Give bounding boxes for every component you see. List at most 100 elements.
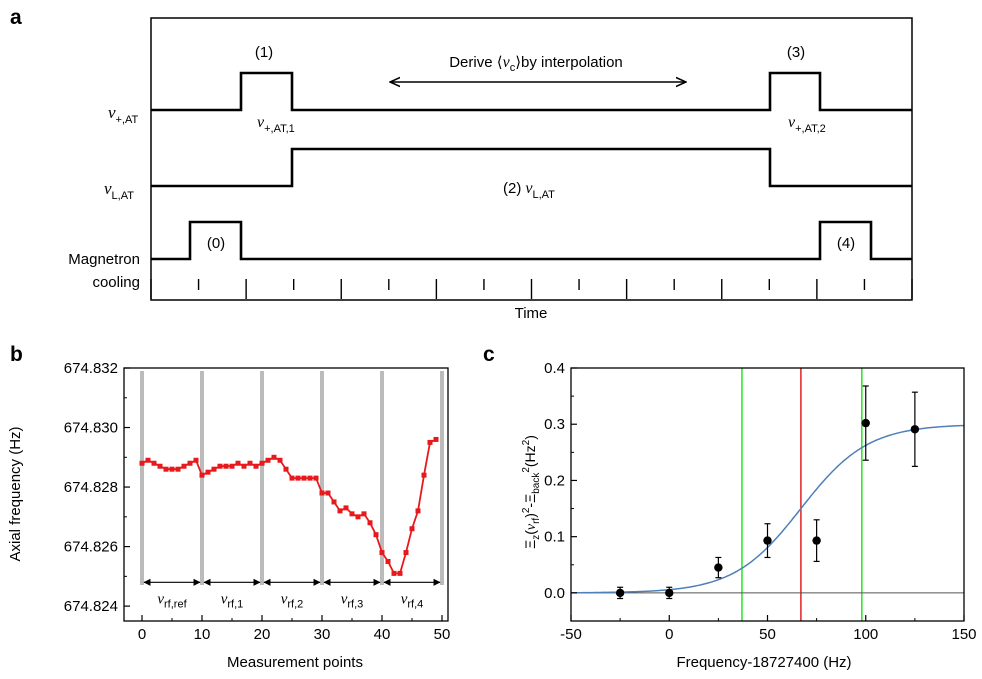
segment-label-subscript: rf,1 (227, 598, 243, 610)
segment-label-symbol: ν (341, 591, 348, 607)
data-point (433, 436, 439, 442)
data-point (421, 472, 427, 478)
data-point (223, 463, 229, 469)
data-point (812, 536, 821, 545)
data-point (313, 475, 319, 481)
data-point (615, 588, 625, 598)
fit-curve (571, 424, 965, 594)
data-point (265, 457, 271, 463)
segment-label-symbol: ν (281, 591, 288, 607)
chart-c-plot: 0.0 0.1 0.2 0.3 0.4 -50 0 50 100 150 (544, 360, 976, 643)
segment-label: νrf,4 (401, 591, 424, 610)
x-tick-label: 0 (665, 626, 673, 643)
x-tick-label: 40 (374, 626, 391, 643)
data-point (277, 457, 283, 463)
x-tick-label: 10 (194, 626, 211, 643)
data-point (151, 460, 157, 466)
chart-c-xlabel: Frequency-18727400 (Hz) (676, 654, 851, 671)
data-point (157, 463, 163, 469)
segment-label: νrf,2 (281, 591, 304, 610)
data-point (331, 499, 337, 505)
data-point (199, 472, 205, 478)
panel-a: a Time ν+,AT νL,AT Magnetron cooling (0)… (10, 6, 913, 322)
data-point (403, 550, 409, 556)
timing-frame (150, 17, 913, 301)
x-tick-label: 20 (254, 626, 271, 643)
data-point (229, 463, 235, 469)
data-point (247, 460, 253, 466)
data-point (145, 457, 151, 463)
data-point (175, 466, 181, 472)
data-point (253, 463, 259, 469)
data-point (343, 505, 349, 511)
data-point (397, 570, 403, 576)
panel-b-letter: b (10, 343, 23, 366)
signal-label-magnetron: Magnetron (68, 251, 140, 268)
segment-label-subscript: rf,ref (164, 598, 188, 610)
chart-b-frame (123, 367, 449, 622)
y-tick-label: 0.2 (544, 472, 565, 489)
pulse-label-nu-plus-1: ν+,AT,1 (257, 114, 295, 135)
signal-label-cooling: cooling (92, 274, 140, 291)
data-point (259, 460, 265, 466)
data-point (169, 466, 175, 472)
signal-label-nu-L: νL,AT (104, 179, 134, 202)
signal-label-nu-plus: ν+,AT (108, 103, 139, 126)
data-point (193, 457, 199, 463)
time-axis (150, 279, 913, 299)
data-point (271, 454, 277, 460)
data-point (163, 466, 169, 472)
segment-label-subscript: rf,2 (287, 598, 303, 610)
data-point (361, 511, 367, 517)
data-point (427, 439, 433, 445)
data-point (139, 460, 145, 466)
x-tick-label: 0 (138, 626, 146, 643)
trace-nu-plus (151, 71, 912, 112)
y-tick-label: 674.830 (64, 420, 118, 437)
data-point (763, 536, 772, 545)
segment-label: νrf,ref (157, 591, 187, 610)
segment-label-symbol: ν (401, 591, 408, 607)
segment-label-subscript: rf,4 (407, 598, 423, 610)
y-tick-label: 0.3 (544, 416, 565, 433)
x-tick-label: 150 (951, 626, 976, 643)
chart-c-ylabel: Ξz(νrf)2-Ξback2(Hz2) (521, 435, 542, 549)
segment-label-subscript: rf,3 (347, 598, 363, 610)
panel-c-letter: c (483, 343, 495, 366)
time-axis-label: Time (515, 305, 548, 322)
panel-c: c 0.0 0.1 0.2 0.3 0.4 -50 0 50 100 150 Frequency-… (483, 343, 977, 671)
panel-b: b 674.824 674.826 674.828 674.830 674.832 0 10… (7, 343, 450, 671)
data-point (665, 588, 674, 598)
data-point (861, 418, 870, 428)
data-point (325, 490, 331, 496)
step-label-4: (4) (837, 235, 855, 252)
step-label-3: (3) (787, 44, 805, 61)
data-point (187, 460, 193, 466)
segment-label-symbol: ν (157, 591, 164, 607)
data-point (319, 490, 325, 496)
data-point (205, 469, 211, 475)
pulse-label-nu-plus-2: ν+,AT,2 (788, 114, 826, 135)
data-point (295, 475, 301, 481)
data-point (235, 460, 241, 466)
chart-c-frame (570, 367, 965, 622)
data-point (289, 475, 295, 481)
x-tick-label: 50 (434, 626, 451, 643)
data-point (415, 508, 421, 514)
step-label-0: (0) (207, 235, 225, 252)
data-point (910, 425, 920, 434)
data-point (373, 532, 379, 538)
trace-nu-L (151, 147, 912, 188)
chart-b-ylabel: Axial frequency (Hz) (7, 426, 24, 561)
data-point (355, 514, 361, 520)
segment-label-symbol: ν (221, 591, 228, 607)
y-tick-label: 0.1 (544, 529, 565, 546)
data-point (217, 463, 223, 469)
data-point (337, 508, 343, 514)
data-point (307, 475, 313, 481)
data-point (181, 463, 187, 469)
segment-label: νrf,1 (221, 591, 244, 610)
y-tick-label: 0.4 (544, 360, 565, 377)
x-tick-label: 100 (853, 626, 878, 643)
y-tick-label: 674.832 (64, 360, 118, 377)
